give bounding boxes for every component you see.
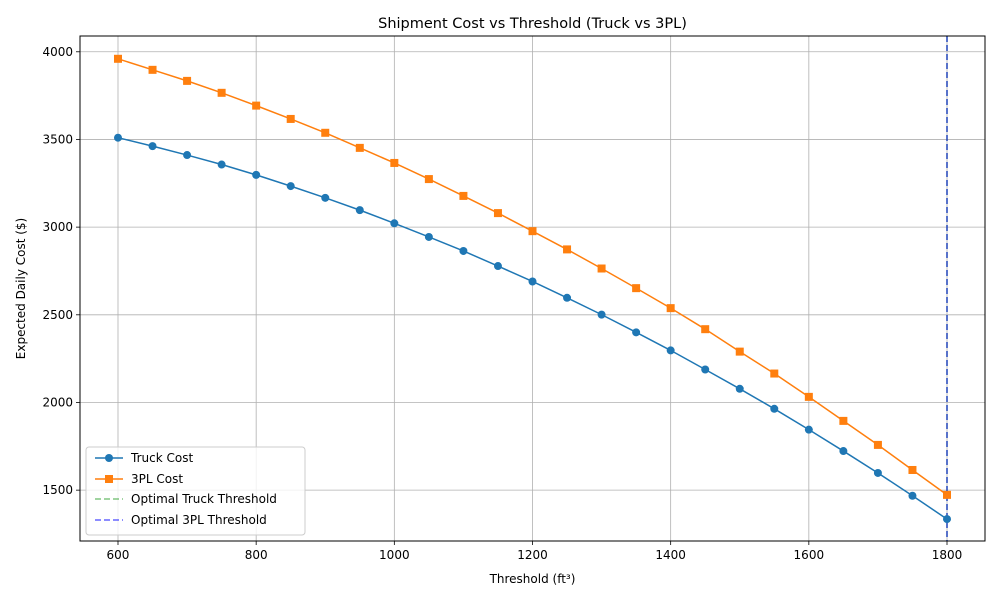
y-axis-ticks: 1500 2000 2500 3000 3500 4000 [42,45,80,497]
x-tick-label: 1000 [379,548,410,562]
data-point [183,151,192,160]
data-point [666,304,675,313]
x-tick-label: 1400 [655,548,686,562]
data-point [493,262,502,271]
chart-title: Shipment Cost vs Threshold (Truck vs 3PL… [378,16,687,32]
data-point [217,88,226,97]
legend-marker-truck [105,454,113,462]
data-point [597,264,606,273]
data-point [113,54,122,63]
y-tick-label: 4000 [42,45,73,59]
data-point [355,206,364,215]
data-point [459,191,468,200]
data-point [770,404,779,413]
legend-label-truck: Truck Cost [130,451,193,465]
data-point [286,182,295,191]
legend-label-optimal-3pl: Optimal 3PL Threshold [131,513,267,527]
legend-item-truck: Truck Cost [95,451,193,465]
data-point [286,114,295,123]
data-point [528,277,537,286]
legend-label-3pl: 3PL Cost [131,472,183,486]
data-point [493,209,502,218]
data-point [908,465,917,474]
data-point [148,142,157,151]
data-point [321,193,330,202]
data-point [873,440,882,449]
series-truck-cost [113,133,952,524]
data-point [632,284,641,293]
legend-item-optimal-truck: Optimal Truck Threshold [95,492,277,506]
data-point [424,232,433,241]
y-tick-label: 2500 [42,308,73,322]
x-axis-ticks: 600 800 1000 1200 1400 1600 1800 [107,541,963,562]
data-point [148,65,157,74]
data-point [563,245,572,254]
legend-label-optimal-truck: Optimal Truck Threshold [131,492,277,506]
data-point [183,76,192,85]
data-point [113,133,122,142]
data-point [873,468,882,477]
y-tick-label: 2000 [42,395,73,409]
data-point [355,143,364,152]
y-tick-label: 3000 [42,220,73,234]
data-point [563,293,572,302]
data-point [908,491,917,500]
legend-box [85,446,306,536]
x-axis-label: Threshold (ft³) [489,572,576,586]
x-tick-label: 1800 [932,548,963,562]
data-point [252,101,261,110]
data-point [701,365,710,374]
legend: Truck Cost 3PL Cost Optimal Truck Thresh… [85,446,306,536]
data-point [839,447,848,456]
data-point [943,515,952,524]
data-point [217,160,226,169]
data-point [390,219,399,228]
series-3pl-cost [113,54,952,499]
data-point [735,384,744,393]
data-point [321,128,330,137]
data-point [632,328,641,337]
x-tick-label: 800 [245,548,268,562]
x-tick-label: 1600 [794,548,825,562]
data-point [666,346,675,355]
legend-item-optimal-3pl: Optimal 3PL Threshold [95,513,267,527]
data-point [839,416,848,425]
data-point [528,227,537,236]
x-tick-label: 600 [107,548,130,562]
data-point [424,175,433,184]
series-group [113,54,952,524]
x-tick-label: 1200 [517,548,548,562]
data-point [390,158,399,167]
data-point [770,369,779,378]
y-tick-label: 3500 [42,132,73,146]
legend-marker-3pl [105,475,113,483]
y-tick-label: 1500 [42,483,73,497]
legend-item-3pl: 3PL Cost [95,472,183,486]
data-point [943,490,952,499]
data-point [701,325,710,334]
data-point [252,170,261,179]
data-point [804,425,813,434]
y-axis-label: Expected Daily Cost ($) [14,218,28,359]
data-point [459,246,468,255]
data-point [597,310,606,319]
data-point [735,347,744,356]
data-point [804,392,813,401]
